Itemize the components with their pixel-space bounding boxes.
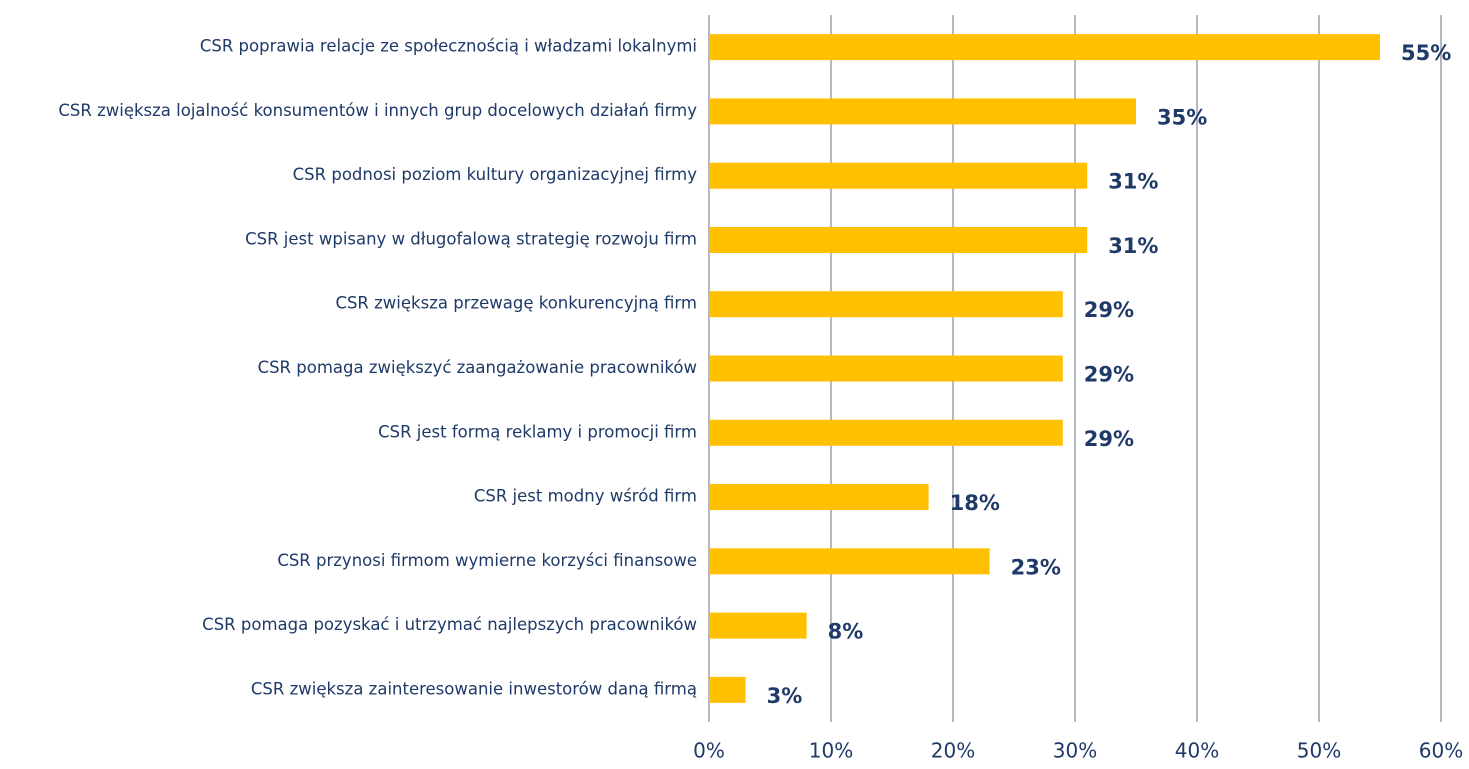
value-label: 29% xyxy=(1084,298,1134,322)
bar xyxy=(709,484,929,511)
category-label: CSR jest formą reklamy i promocji firm xyxy=(378,422,697,441)
bar xyxy=(709,162,1088,189)
value-label: 29% xyxy=(1084,427,1134,451)
value-label: 8% xyxy=(828,620,864,644)
category-label: CSR pomaga zwiększyć zaangażowanie praco… xyxy=(258,358,697,377)
x-tick-label: 40% xyxy=(1175,739,1219,763)
bar xyxy=(709,98,1136,125)
value-label: 18% xyxy=(950,491,1000,515)
x-tick-label: 0% xyxy=(693,739,725,763)
x-tick-label: 30% xyxy=(1053,739,1097,763)
bar xyxy=(709,676,746,703)
value-label: 31% xyxy=(1108,234,1158,258)
x-tick-label: 50% xyxy=(1297,739,1341,763)
value-label: 55% xyxy=(1401,41,1451,65)
value-label: 29% xyxy=(1084,363,1134,387)
bar xyxy=(709,419,1063,446)
category-label: CSR jest wpisany w długofalową strategię… xyxy=(245,229,697,248)
bar xyxy=(709,34,1380,61)
x-tick-label: 60% xyxy=(1419,739,1463,763)
value-label: 23% xyxy=(1011,555,1061,579)
bar xyxy=(709,355,1063,382)
bar xyxy=(709,226,1088,253)
x-tick-label: 20% xyxy=(931,739,975,763)
category-label: CSR pomaga pozyskać i utrzymać najlepszy… xyxy=(202,615,697,634)
category-label: CSR podnosi poziom kultury organizacyjne… xyxy=(293,165,698,184)
category-label: CSR przynosi firmom wymierne korzyści fi… xyxy=(277,551,697,570)
category-label: CSR zwiększa lojalność konsumentów i inn… xyxy=(58,101,697,120)
category-label: CSR zwiększa zainteresowanie inwestorów … xyxy=(251,679,697,698)
bar xyxy=(709,291,1063,318)
x-tick-label: 10% xyxy=(809,739,853,763)
value-label: 3% xyxy=(767,684,803,708)
bar xyxy=(709,548,990,575)
bar xyxy=(709,612,807,639)
category-label: CSR poprawia relacje ze społecznością i … xyxy=(200,37,697,56)
category-label: CSR jest modny wśród firm xyxy=(474,487,697,506)
value-label: 35% xyxy=(1157,105,1207,129)
value-label: 31% xyxy=(1108,170,1158,194)
category-label: CSR zwiększa przewagę konkurencyjną firm xyxy=(335,294,697,313)
